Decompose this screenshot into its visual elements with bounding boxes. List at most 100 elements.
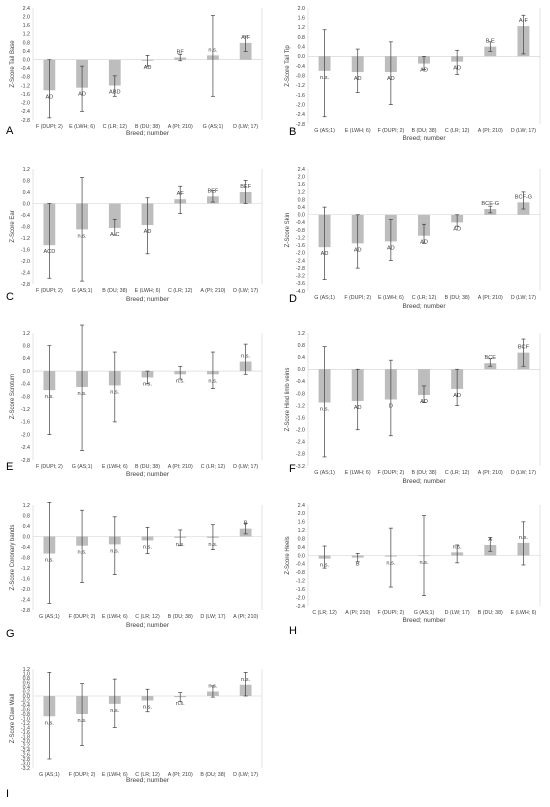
panel-e-annotation-4: n.s. xyxy=(176,378,185,384)
panel-b-ytick-5: 0.0 xyxy=(298,54,305,60)
panel-f-xtick-2: F (DUPI; 2) xyxy=(377,470,404,476)
panel-d-ytick-1: 2.0 xyxy=(298,174,305,180)
panel-i-xtick-4: A (PI; 210) xyxy=(168,772,193,778)
panel-b-annotation-0: n.s. xyxy=(320,75,329,81)
panel-b-ytick-1: 1.6 xyxy=(298,15,305,21)
panel-a-xtick-6: D (LW; 17) xyxy=(233,124,258,130)
panel-g-ytick-4: -0.4 xyxy=(21,545,30,551)
panel-h-annotation-2: n.s. xyxy=(386,561,395,567)
panel-c-ytick-6: -1.2 xyxy=(21,236,30,242)
panel-c-ytick-1: 0.8 xyxy=(23,178,30,184)
panel-a-xtick-4: A (PI; 210) xyxy=(168,124,193,130)
panel-a-ytick-7: -0.4 xyxy=(21,66,30,72)
panel-f-xlabel: Breed; number xyxy=(403,478,447,485)
panel-a-ytick-6: 0.0 xyxy=(23,57,30,63)
panel-f-xtick-4: C (LR; 12) xyxy=(445,470,470,476)
panel-i-xtick-2: E (LWH; 6) xyxy=(102,772,128,778)
panel-e-xtick-2: E (LWH; 6) xyxy=(102,464,128,470)
panel-b-annotation-1: AD xyxy=(354,76,362,82)
panel-i-ytick-16: -2.0 xyxy=(21,739,30,745)
panel-i-ytick-20: -2.8 xyxy=(21,757,30,763)
panel-c-ytick-4: -0.4 xyxy=(21,213,30,219)
panel-e-xtick-3: B (DU; 38) xyxy=(135,464,160,470)
panel-h-annotation-4: n.s. xyxy=(453,544,462,550)
panel-a-xtick-2: C (LR; 12) xyxy=(103,124,128,130)
panel-c-annotation-2: A-C xyxy=(110,232,120,238)
panel-c-xtick-1: G (AS;1) xyxy=(72,288,93,294)
panel-c-xlabel: Breed; number xyxy=(126,296,170,303)
panel-d-ytick-3: 1.2 xyxy=(298,190,305,196)
panel-i-letter: I xyxy=(6,788,9,800)
panel-i-ytick-0: 1.2 xyxy=(23,667,30,673)
panel-e-ytick-10: -2.8 xyxy=(21,458,30,464)
panel-b-xtick-6: D (LW; 17) xyxy=(511,128,536,134)
panel-c-ylabel: Z-Score Ear xyxy=(10,210,16,242)
panel-i-xtick-1: F (DUPI; 2) xyxy=(69,772,96,778)
panel-c-xtick-2: B (DU; 38) xyxy=(102,288,127,294)
panel-a-ytick-2: 1.6 xyxy=(23,23,30,29)
panel-i-ytick-13: -1.4 xyxy=(21,725,30,731)
panel-d-ytick-15: -3.6 xyxy=(296,281,305,287)
panel-b-annotation-5: B,E xyxy=(486,39,495,45)
panel-f-annotation-5: BCE xyxy=(485,355,497,361)
panel-f-xtick-3: B (DU; 38) xyxy=(411,470,436,476)
panel-c-xtick-4: C (LR; 12) xyxy=(168,288,193,294)
panel-d-annotation-3: AD xyxy=(420,240,428,246)
panel-a-ytick-5: 0.4 xyxy=(23,49,30,55)
panel-f-bar-3 xyxy=(418,369,430,395)
panel-c-ytick-7: -1.6 xyxy=(21,247,30,253)
panel-e-xtick-5: C (LR; 12) xyxy=(201,464,226,470)
panel-i-ytick-8: -0.4 xyxy=(21,703,30,709)
panel-g-ytick-2: 0.4 xyxy=(23,524,30,530)
panel-i-annotation-6: n.s. xyxy=(241,677,250,683)
panel-i-ytick-4: 0.4 xyxy=(23,685,30,691)
panel-h-ytick-11: -2.0 xyxy=(296,595,305,601)
panel-d-ytick-16: -4.0 xyxy=(296,289,305,295)
panel-h-xtick-3: G (AS;1) xyxy=(414,610,435,616)
panel-b-xtick-1: E (LWH; 6) xyxy=(345,128,371,134)
panel-b-ylabel: Z-Score Tail Tip xyxy=(285,45,291,87)
panel-g-xtick-6: A (PI; 210) xyxy=(233,614,258,620)
panel-f-ytick-1: 0.8 xyxy=(298,343,305,349)
panel-f-annotation-6: BCF xyxy=(518,345,530,351)
panel-a-ytick-10: -1.6 xyxy=(21,92,30,98)
panel-d-annotation-0: AD xyxy=(321,251,329,257)
panel-h-ytick-2: 1.6 xyxy=(298,520,305,526)
panel-g-ytick-3: 0.0 xyxy=(23,534,30,540)
panel-d-xtick-5: A (PI; 210) xyxy=(478,295,503,301)
panel-g-annotation-5: n.s. xyxy=(208,542,217,548)
panel-a-ytick-4: 0.8 xyxy=(23,40,30,46)
panel-f-ytick-3: 0.0 xyxy=(298,367,305,373)
panel-d-ytick-9: -1.2 xyxy=(296,235,305,241)
panel-g-xtick-1: F (DUPI; 2) xyxy=(69,614,96,620)
panel-b-xtick-5: A (PI; 210) xyxy=(478,128,503,134)
panel-g-xtick-5: D (LW; 17) xyxy=(200,614,225,620)
panel-i-ytick-10: -0.8 xyxy=(21,712,30,718)
panel-c-annotation-3: AD xyxy=(144,229,152,235)
panel-i-ytick-12: -1.2 xyxy=(21,721,30,727)
panel-i-ytick-17: -2.2 xyxy=(21,743,30,749)
panel-d-xtick-4: B (DU; 38) xyxy=(445,295,470,301)
panel-a-xtick-1: E (LWH; 6) xyxy=(69,124,95,130)
panel-b-xtick-4: C (LR; 12) xyxy=(445,128,470,134)
panel-a-annotation-3: AD xyxy=(144,65,152,71)
panel-h-xtick-0: C (LR; 12) xyxy=(312,610,337,616)
panel-h-ytick-10: -1.6 xyxy=(296,587,305,593)
panel-a-ytick-1: 2.0 xyxy=(23,14,30,20)
panel-h-xlabel: Breed; number xyxy=(403,617,447,624)
panel-d-annotation-2: AD xyxy=(387,245,395,251)
panel-b-xtick-0: G (AS;1) xyxy=(314,128,335,134)
panel-e-annotation-3: n.s. xyxy=(143,381,152,387)
panel-a-ytick-12: -2.4 xyxy=(21,109,30,115)
panel-i-ytick-7: -0.2 xyxy=(21,698,30,704)
panel-b-ytick-12: -2.8 xyxy=(296,122,305,128)
panel-f-annotation-3: AD xyxy=(420,399,428,405)
panel-g-annotation-4: n.s. xyxy=(176,542,185,548)
panel-e-ytick-9: -2.4 xyxy=(21,445,30,451)
panel-g-annotation-6: B xyxy=(244,521,248,527)
panel-h-ytick-7: -0.4 xyxy=(296,562,305,568)
panel-i-ytick-3: 0.6 xyxy=(23,680,30,686)
panel-c-xtick-0: F (DUPI; 2) xyxy=(36,288,63,294)
panel-b-ytick-3: 0.8 xyxy=(298,35,305,41)
panel-d-ytick-12: -2.4 xyxy=(296,258,305,264)
